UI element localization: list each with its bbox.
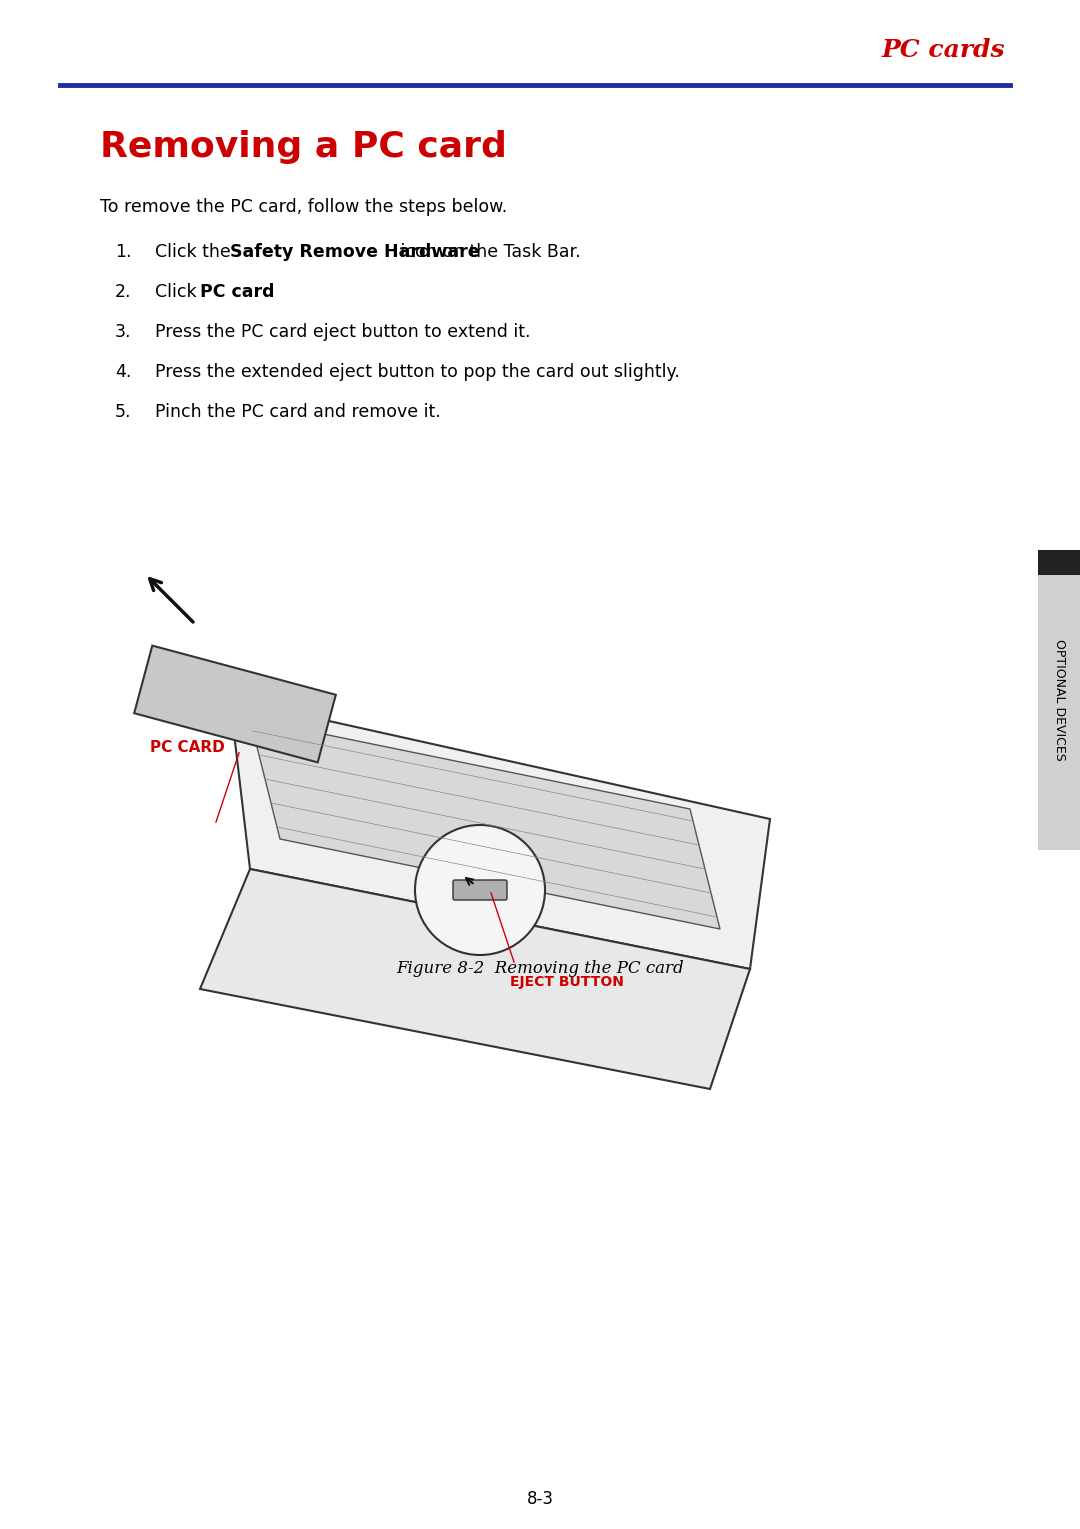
Text: 8-3: 8-3: [527, 1489, 554, 1508]
Text: OPTIONAL DEVICES: OPTIONAL DEVICES: [1053, 639, 1066, 761]
Polygon shape: [230, 699, 770, 969]
Text: 1.: 1.: [114, 243, 132, 261]
Text: 2.: 2.: [114, 283, 132, 301]
Polygon shape: [200, 868, 750, 1089]
Polygon shape: [249, 719, 720, 930]
Bar: [1038, 550, 1080, 850]
Text: Click the: Click the: [156, 243, 237, 261]
Text: EJECT BUTTON: EJECT BUTTON: [510, 976, 624, 989]
Text: PC CARD: PC CARD: [150, 740, 225, 755]
Text: 4.: 4.: [114, 362, 132, 381]
Text: 3.: 3.: [114, 323, 132, 341]
Text: To remove the PC card, follow the steps below.: To remove the PC card, follow the steps …: [100, 197, 508, 216]
Text: PC card: PC card: [200, 283, 274, 301]
Text: 5.: 5.: [114, 404, 132, 420]
FancyBboxPatch shape: [453, 881, 507, 901]
Text: Click: Click: [156, 283, 202, 301]
Bar: [1038, 550, 1080, 575]
Text: Press the PC card eject button to extend it.: Press the PC card eject button to extend…: [156, 323, 530, 341]
Text: icon on the Task Bar.: icon on the Task Bar.: [395, 243, 581, 261]
Text: Figure 8-2  Removing the PC card: Figure 8-2 Removing the PC card: [396, 960, 684, 977]
Text: Removing a PC card: Removing a PC card: [100, 130, 507, 164]
Circle shape: [415, 826, 545, 956]
Text: Pinch the PC card and remove it.: Pinch the PC card and remove it.: [156, 404, 441, 420]
Text: .: .: [253, 283, 258, 301]
Text: PC cards: PC cards: [881, 38, 1005, 63]
Text: Press the extended eject button to pop the card out slightly.: Press the extended eject button to pop t…: [156, 362, 679, 381]
Text: Safety Remove Hardware: Safety Remove Hardware: [230, 243, 480, 261]
Polygon shape: [134, 645, 336, 763]
